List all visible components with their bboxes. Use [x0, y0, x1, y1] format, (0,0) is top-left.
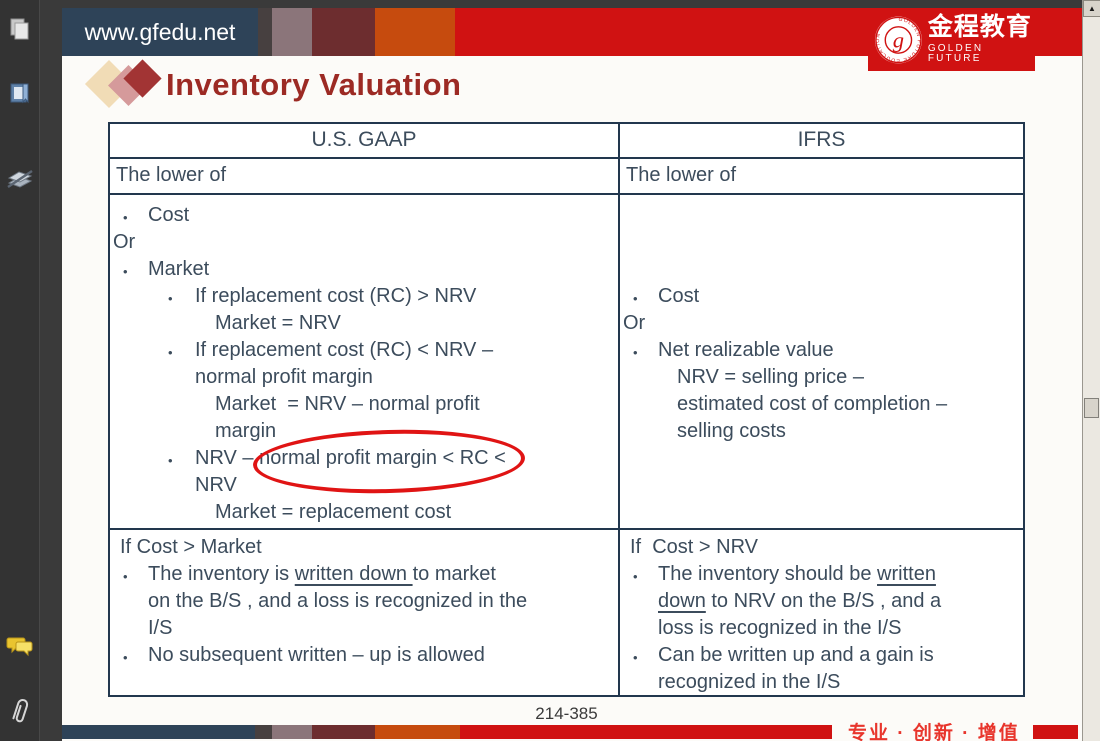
col-header-us-gaap: U.S. GAAP [311, 128, 417, 151]
text-line: on the B/S , and a loss is recognized in… [148, 590, 528, 612]
layers-button[interactable] [0, 162, 40, 196]
text-line: NRV [195, 474, 237, 496]
text-line: selling costs [677, 420, 786, 442]
scrollbar-thumb[interactable] [1084, 398, 1099, 418]
stripe-segment [375, 724, 460, 739]
brand-name-cn: 金程教育 [927, 13, 1032, 41]
text-line: • Can be written up and a gain is [620, 642, 1023, 669]
bullet-marker: • [123, 650, 128, 665]
text-line: • No subsequent written – up is allowed [110, 642, 618, 669]
brand-logo: GOLDEN FUTURE EDUCATION g 金程教育 GOLDEN FU… [868, 8, 1035, 71]
text-line: Or [623, 312, 646, 334]
layers-icon [7, 169, 33, 189]
stripe-segment [255, 724, 272, 739]
text-line: I/S [148, 617, 173, 639]
text-line: • Cost [620, 283, 1023, 310]
text-line: • NRV – normal profit margin < RC < [110, 445, 618, 472]
gaap-lower-of: The lower of [110, 157, 618, 193]
ifrs-impairment-cell: If Cost > NRV • The inventory should be wr… [618, 528, 1023, 695]
scroll-up-button[interactable]: ▲ [1083, 0, 1100, 17]
slide-page: www.gfedu.net GOLDEN FUTURE EDUCATION g … [62, 8, 1082, 741]
vertical-scrollbar[interactable]: ▲ [1082, 0, 1100, 741]
page-thumbnails-icon [10, 18, 29, 40]
bullet-marker: • [168, 453, 173, 468]
stripe-segment [312, 724, 375, 739]
navigation-sidebar [0, 0, 40, 741]
attachments-icon [12, 699, 29, 723]
text-line: • Net realizable value [620, 337, 1023, 364]
bullet-marker: • [123, 264, 128, 279]
text-line: If Cost > NRV [630, 536, 759, 558]
bullet-marker: • [123, 569, 128, 584]
bullet-marker: • [123, 210, 128, 225]
text-line: • Cost [110, 202, 618, 229]
text-line: • If replacement cost (RC) > NRV [110, 283, 618, 310]
stripe-segment [375, 8, 455, 56]
text-line: Market = NRV [215, 312, 341, 334]
footer-color-stripe [62, 724, 832, 739]
bookmarks-icon [10, 83, 29, 104]
text-line: normal profit margin [195, 366, 373, 388]
gaap-rules-cell: • Cost Or • Market • If replacement cost (RC) … [110, 193, 618, 528]
stripe-segment [258, 8, 272, 56]
text-line: margin [215, 420, 277, 442]
comments-icon [6, 637, 33, 657]
page-number: 214-385 [535, 704, 598, 723]
text-line: Market = NRV – normal profit [215, 393, 480, 415]
comparison-table: U.S. GAAP IFRS The lower of The lower of… [108, 122, 1025, 697]
text-line: • The inventory should be written [620, 561, 1023, 588]
text-line: Market = replacement cost [215, 501, 452, 523]
title-diamonds-icon [84, 57, 162, 113]
bullet-marker: • [633, 569, 638, 584]
col-header-ifrs: IFRS [618, 124, 1023, 157]
text-line: estimated cost of completion – [677, 393, 948, 415]
website-url: www.gfedu.net [62, 8, 258, 56]
bullet-marker: • [168, 291, 173, 306]
slide-title: Inventory Valuation [166, 67, 462, 102]
text-line: Or [113, 231, 136, 253]
brand-name-en: GOLDEN FUTURE [927, 43, 984, 64]
footer-slogan: 专业 · 创新 · 增值 [848, 723, 1020, 741]
comments-button[interactable] [0, 628, 40, 662]
seal-letter: g [893, 27, 904, 52]
stripe-segment [312, 8, 375, 56]
text-line: • Market [110, 256, 618, 283]
ifrs-rules-cell: • Cost Or • Net realizable value NRV = sellin… [618, 193, 1023, 528]
bullet-marker: • [633, 345, 638, 360]
bullet-marker: • [633, 291, 638, 306]
text-line: down to NRV on the B/S , and a [658, 590, 942, 612]
text-line: • The inventory is written down to market [110, 561, 618, 588]
stripe-segment [272, 724, 312, 739]
footer-stripe-end [1033, 724, 1078, 739]
brand-seal-icon: GOLDEN FUTURE EDUCATION g [874, 16, 922, 63]
text-line: recognized in the I/S [658, 671, 841, 693]
text-line: If Cost > Market [120, 536, 262, 558]
ifrs-lower-of: The lower of [618, 157, 1023, 193]
page-thumbnails-button[interactable] [0, 12, 40, 46]
stripe-segment [460, 724, 832, 739]
stripe-segment [272, 8, 312, 56]
bullet-marker: • [168, 345, 173, 360]
attachments-button[interactable] [0, 694, 40, 728]
footer-stripe-bar: 专业 · 创新 · 增值 [62, 723, 1082, 741]
bullet-marker: • [633, 650, 638, 665]
gaap-impairment-cell: If Cost > Market • The inventory is writte… [110, 528, 618, 695]
bookmarks-button[interactable] [0, 76, 40, 110]
text-line: • If replacement cost (RC) < NRV – [110, 337, 618, 364]
stripe-segment [62, 724, 255, 739]
text-line: loss is recognized in the I/S [658, 617, 902, 639]
text-line: NRV = selling price – [677, 366, 864, 388]
title-row: Inventory Valuation [84, 56, 462, 114]
